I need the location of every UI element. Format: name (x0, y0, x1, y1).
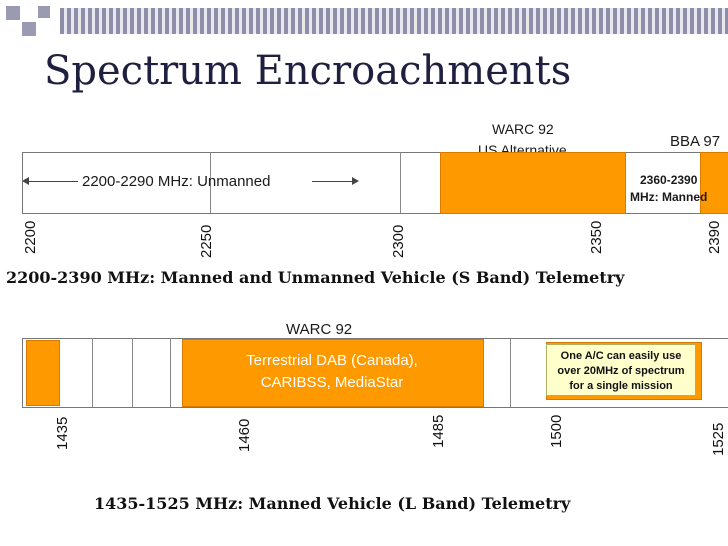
warc-92-label-l: WARC 92 (286, 321, 353, 338)
band-divider (210, 152, 211, 213)
l-band-left-block (26, 340, 60, 406)
header-square (6, 6, 20, 20)
dab-label-2: CARIBSS, MediaStar (260, 374, 404, 391)
band-divider (170, 338, 171, 407)
s-band-caption: 2200-2390 MHz: Manned and Unmanned Vehic… (6, 268, 625, 287)
warc-92-label: WARC 92 (492, 121, 554, 137)
unmanned-range-label: 2200-2290 MHz: Unmanned (82, 173, 271, 190)
dab-block (182, 339, 484, 407)
l-tick-1485: 1485 (430, 414, 447, 448)
dab-label-1: Terrestrial DAB (Canada), (246, 352, 418, 369)
band-divider (132, 338, 133, 407)
mission-spectrum-note: One A/C can easily use over 20MHz of spe… (546, 344, 696, 396)
header-square (38, 6, 50, 18)
header-stripe (60, 8, 728, 34)
s-tick-2200: 2200 (22, 220, 39, 254)
l-tick-1435: 1435 (54, 416, 71, 450)
note-line: for a single mission (569, 380, 673, 392)
s-tick-2390: 2390 (706, 220, 723, 254)
l-band-caption: 1435-1525 MHz: Manned Vehicle (L Band) T… (94, 494, 571, 513)
s-tick-2350: 2350 (588, 220, 605, 254)
arrow-left-icon (22, 177, 29, 185)
band-divider (510, 338, 511, 407)
page-title: Spectrum Encroachments (44, 48, 572, 94)
l-tick-1460: 1460 (236, 418, 253, 452)
unmanned-arrow-left (26, 181, 78, 182)
l-tick-1525: 1525 (710, 422, 727, 456)
arrow-right-icon (352, 177, 359, 185)
note-line: over 20MHz of spectrum (557, 365, 685, 377)
l-tick-1500: 1500 (548, 414, 565, 448)
bba-97-block (700, 152, 728, 214)
note-line: One A/C can easily use (560, 350, 682, 362)
manned-range-label-2: MHz: Manned (630, 190, 708, 204)
warc-us-alternative-block (440, 152, 626, 214)
bba-97-label: BBA 97 (670, 133, 721, 150)
unmanned-arrow-right (312, 181, 354, 182)
band-divider (400, 152, 401, 213)
s-tick-2300: 2300 (390, 224, 407, 258)
manned-range-label-1: 2360-2390 (640, 173, 698, 187)
s-tick-2250: 2250 (198, 224, 215, 258)
header-square (22, 22, 36, 36)
band-divider (92, 338, 93, 407)
